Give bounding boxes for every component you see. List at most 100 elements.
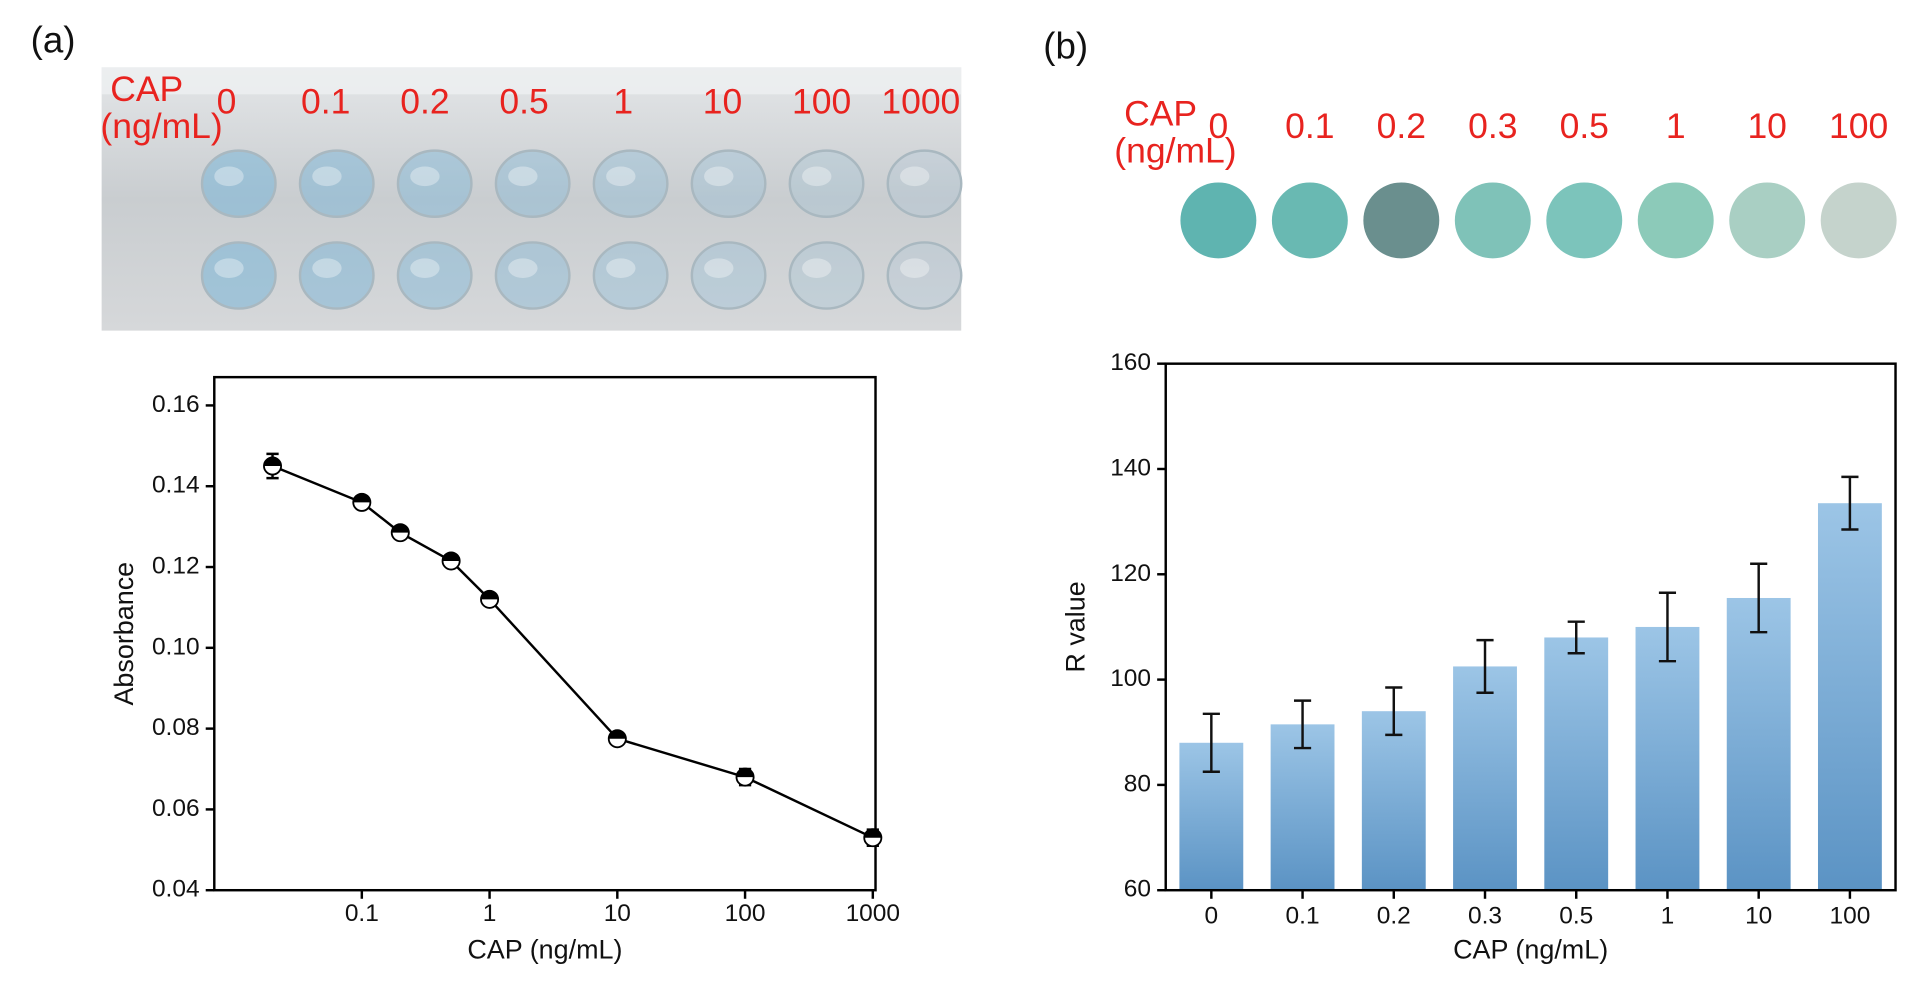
data-point [390, 523, 410, 543]
x-axis-label: CAP (ng/mL) [467, 935, 622, 965]
y-tick-label: 100 [1110, 665, 1151, 692]
test-spot [1820, 182, 1897, 259]
error-bar [1841, 475, 1859, 531]
data-point [263, 456, 283, 476]
well [690, 149, 767, 218]
test-spot [1729, 182, 1806, 259]
x-tick-label: 10 [1745, 903, 1772, 930]
well [200, 241, 277, 310]
error-bar [1750, 562, 1768, 634]
well-rim [900, 166, 930, 187]
well [298, 149, 375, 218]
well [592, 149, 669, 218]
photo-concentration-label: 10 [703, 81, 743, 121]
y-tick-label: 0.10 [152, 633, 200, 660]
y-tick-label: 0.12 [152, 552, 200, 579]
y-tick-label: 120 [1110, 560, 1151, 587]
photo-concentration-label: 1000 [881, 81, 960, 121]
photo-concentration-label: 0 [217, 81, 237, 121]
well [200, 149, 277, 218]
y-axis-label: R value [1061, 581, 1091, 672]
well-rim [508, 166, 538, 187]
bar [1635, 626, 1700, 891]
data-point [863, 828, 883, 848]
error-bar [1202, 712, 1220, 773]
error-bar [1567, 620, 1585, 655]
y-tick-label: 0.04 [152, 876, 200, 903]
well [494, 241, 571, 310]
bar [1544, 637, 1609, 891]
well-rim [214, 258, 244, 278]
test-spot [1546, 182, 1623, 259]
test-spot [1637, 182, 1714, 259]
test-spot [1454, 182, 1531, 259]
well-rim [410, 258, 440, 278]
photo-title: CAP [1124, 94, 1197, 134]
x-tick-label: 1 [483, 900, 497, 927]
x-tick-label: 10 [604, 900, 631, 927]
x-tick-label: 100 [1829, 903, 1870, 930]
x-tick-label: 0.5 [1559, 903, 1593, 930]
well [788, 149, 865, 218]
y-tick-label: 0.08 [152, 714, 200, 741]
well-rim [312, 258, 342, 278]
photo-concentration-label: 0.5 [1560, 106, 1609, 146]
marker-half [263, 457, 282, 467]
well-rim [214, 166, 244, 187]
x-tick-label: 0.2 [1377, 903, 1411, 930]
photo-title: (ng/mL) [1114, 130, 1236, 170]
well-rim [508, 258, 538, 278]
error-bar [1658, 591, 1677, 663]
test-spot [1363, 182, 1440, 259]
data-point [607, 729, 627, 749]
marker-half [608, 730, 626, 739]
bar [1726, 597, 1791, 891]
x-axis-label: CAP (ng/mL) [1453, 935, 1608, 965]
error-bar [1293, 699, 1312, 750]
well [690, 241, 767, 310]
well-rim [606, 166, 636, 187]
photo-concentration-label: 1 [613, 81, 633, 121]
well [886, 149, 963, 218]
x-tick-label: 0 [1205, 903, 1219, 930]
plot-frame [1164, 362, 1897, 892]
bar [1817, 503, 1882, 891]
marker-half [391, 524, 409, 533]
photo-concentration-label: 100 [792, 81, 851, 121]
marker-half [442, 552, 460, 561]
y-tick-label: 160 [1110, 349, 1151, 376]
x-tick-label: 1000 [846, 900, 900, 927]
y-axis-label: Absorbance [109, 562, 139, 706]
photo-concentration-label: 0.2 [1377, 106, 1426, 146]
test-spot [1180, 182, 1257, 259]
well [592, 241, 669, 310]
marker-half [736, 768, 754, 778]
plot-frame [213, 375, 877, 892]
well-rim [900, 258, 930, 278]
y-tick-label: 140 [1110, 454, 1151, 481]
x-tick-label: 1 [1661, 903, 1675, 930]
well-rim [606, 258, 636, 278]
photo-concentration-label: 0.1 [1285, 106, 1334, 146]
photo-title: (ng/mL) [100, 106, 222, 146]
data-line [272, 464, 874, 839]
photo-concentration-label: 0 [1209, 106, 1229, 146]
photo-title: CAP [110, 69, 183, 109]
photo-concentration-label: 100 [1829, 106, 1888, 146]
well-rim [704, 258, 734, 278]
data-point [441, 551, 461, 571]
photo-concentration-label: 0.1 [301, 81, 350, 121]
y-tick-label: 0.14 [152, 472, 200, 499]
photo-concentration-label: 0.3 [1468, 106, 1517, 146]
x-tick-label: 0.1 [345, 900, 379, 927]
bar [1361, 711, 1426, 891]
y-tick-label: 60 [1124, 876, 1151, 903]
well [396, 241, 473, 310]
y-tick-label: 80 [1124, 770, 1151, 797]
well-rim [312, 166, 342, 187]
photo-concentration-label: 0.5 [499, 81, 548, 121]
well-rim [410, 166, 440, 187]
well [886, 241, 963, 310]
